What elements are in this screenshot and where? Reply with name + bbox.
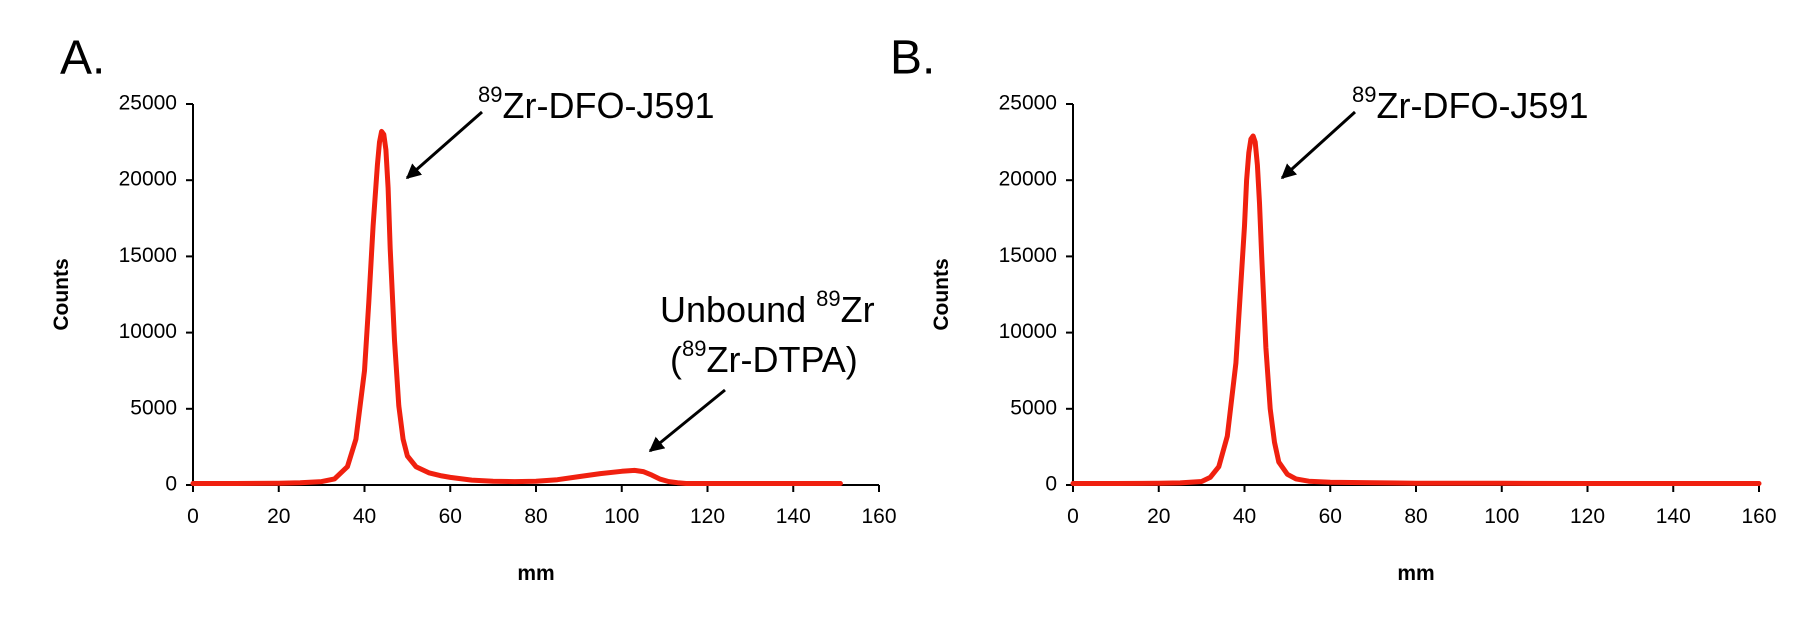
y-tick-label: 10000 xyxy=(999,320,1057,343)
x-tick-label: 100 xyxy=(604,505,639,528)
annotation-arrow-peak xyxy=(405,110,483,180)
annotation-arrow-peak xyxy=(1280,110,1357,180)
x-tick-label: 80 xyxy=(524,505,547,528)
annotation-sup: 89 xyxy=(682,336,706,361)
x-tick-label: 40 xyxy=(353,505,376,528)
x-tick-label: 160 xyxy=(1741,505,1776,528)
y-tick-label: 20000 xyxy=(119,168,177,191)
y-tick-label: 20000 xyxy=(999,168,1057,191)
annotation-text: Unbound xyxy=(660,289,816,330)
y-tick-label: 25000 xyxy=(119,92,177,115)
y-axis-title: Counts xyxy=(50,258,73,330)
series-line xyxy=(1070,133,1762,486)
annotation-label-peak: 89Zr-DFO-J591 xyxy=(478,82,715,126)
x-axis-title: mm xyxy=(517,562,554,585)
annotation-label-dtpa: (89Zr-DTPA) xyxy=(670,336,858,380)
panel-label: B. xyxy=(890,32,935,85)
y-tick-label: 5000 xyxy=(1010,396,1057,419)
annotation-label-peak: 89Zr-DFO-J591 xyxy=(1352,82,1589,126)
x-tick-label: 0 xyxy=(1067,505,1079,528)
y-tick-label: 0 xyxy=(165,473,177,496)
x-tick-label: 120 xyxy=(1570,505,1605,528)
annotation-sup: 89 xyxy=(478,82,502,107)
chart-panel-a: A. 0 5000 10000 15000 20000 25000 0 20 40 60 80 100 1… xyxy=(50,32,897,585)
annotation-text: ( xyxy=(670,339,682,380)
annotation-text: Zr-DTPA) xyxy=(706,339,857,380)
annotation-sup: 89 xyxy=(816,286,840,311)
y-tick-label: 5000 xyxy=(130,396,177,419)
annotation-label-unbound: Unbound 89Zr xyxy=(660,286,875,330)
x-tick-label: 100 xyxy=(1484,505,1519,528)
chart-panel-b: B. 0 5000 10000 15000 20000 25000 0 20 40 60 80 100 1… xyxy=(890,32,1777,585)
x-tick-label: 160 xyxy=(861,505,896,528)
series-line xyxy=(190,128,843,486)
y-tick-label: 10000 xyxy=(119,320,177,343)
x-tick-label: 60 xyxy=(1319,505,1342,528)
annotation-text: Zr-DFO-J591 xyxy=(1376,85,1588,126)
annotation-sup: 89 xyxy=(1352,82,1376,107)
annotation-arrow-unbound xyxy=(648,388,726,453)
y-tick-label: 0 xyxy=(1045,473,1057,496)
x-tick-label: 120 xyxy=(690,505,725,528)
y-tick-label: 25000 xyxy=(999,92,1057,115)
annotation-text: Zr-DFO-J591 xyxy=(502,85,714,126)
x-tick-label: 140 xyxy=(1656,505,1691,528)
x-tick-label: 60 xyxy=(439,505,462,528)
y-tick-label: 15000 xyxy=(119,244,177,267)
y-axis-title: Counts xyxy=(930,258,953,330)
panel-label: A. xyxy=(60,32,105,85)
x-tick-label: 20 xyxy=(267,505,290,528)
x-tick-label: 80 xyxy=(1404,505,1427,528)
x-axis-title: mm xyxy=(1397,562,1434,585)
annotation-text: Zr xyxy=(841,289,875,330)
x-tick-label: 140 xyxy=(776,505,811,528)
y-tick-label: 15000 xyxy=(999,244,1057,267)
x-tick-label: 20 xyxy=(1147,505,1170,528)
x-tick-label: 40 xyxy=(1233,505,1256,528)
x-tick-label: 0 xyxy=(187,505,199,528)
